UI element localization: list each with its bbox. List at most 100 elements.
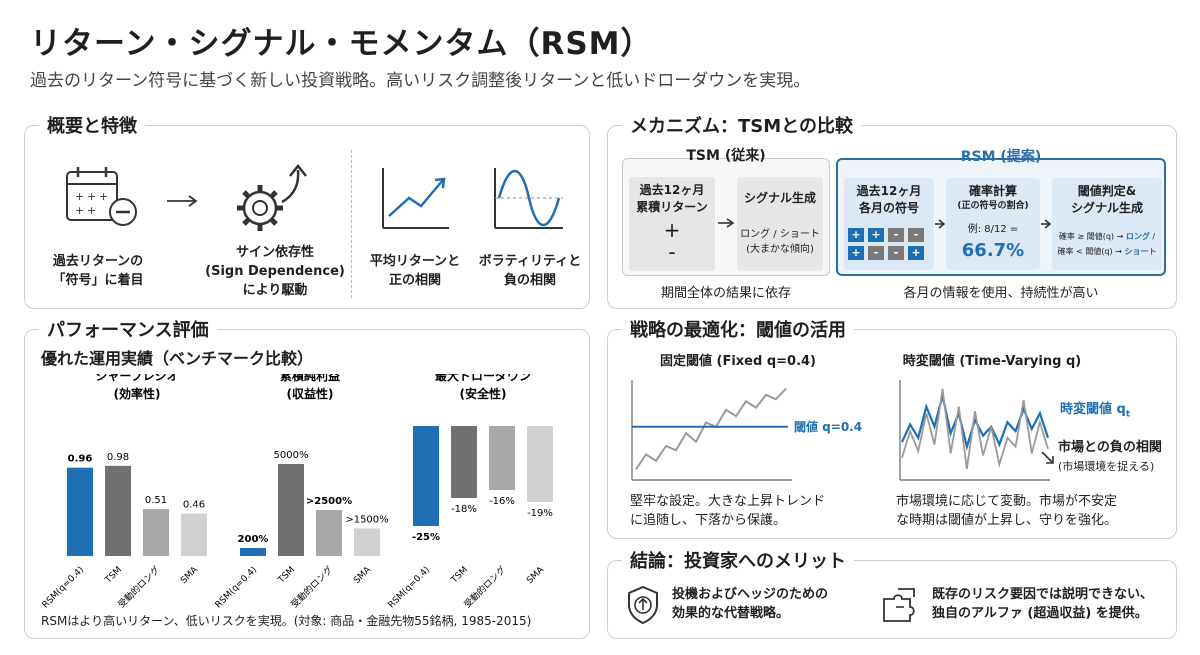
bar-chart-title: 累積純利益 [280, 374, 340, 383]
rsm-caption: 各月の情報を使用、持続性が高い [903, 286, 1099, 301]
puzzle-icon [883, 588, 915, 622]
wave-chart-icon [494, 168, 563, 229]
item4-line2: 負の相関 [503, 273, 556, 288]
rsm-signal-box: 閾値判定& シグナル生成 確率 ≥ 閾値(q) → ロング / 確率 < 閾値(… [1052, 178, 1162, 270]
bar [67, 467, 93, 556]
bar-category-label: TSM [103, 565, 124, 586]
rsm-rule1: 確率 ≥ 閾値(q) → ロング / [1052, 230, 1162, 244]
fixed-chart-title: 固定閾値 (Fixed q=0.4) [659, 354, 816, 369]
bar-value-label: 0.98 [107, 452, 129, 463]
performance-title: パフォーマンス評価 [39, 316, 217, 342]
bar [278, 464, 304, 556]
bar-value-label: -25% [412, 532, 440, 543]
tsm-caption: 期間全体の結果に依存 [660, 286, 791, 301]
bar-category-label: RSM(q=0.4) [214, 565, 259, 610]
bar-value-label: 5000% [274, 450, 309, 461]
svg-text:+: + [75, 204, 84, 217]
rsm-input-line2: 各月の符号 [858, 201, 919, 215]
tsm-box: TSM (従来) 過去12ヶ月 累積リターン + - シグナル生成 ロング / … [622, 148, 830, 276]
tsm-input-box: 過去12ヶ月 累積リターン + - [629, 177, 715, 271]
fixed-threshold-chart: 閾値 q=0.4 [631, 380, 862, 481]
sign-cell: - [868, 246, 884, 260]
tv-corr-line1: 市場との負の相関 [1058, 440, 1162, 455]
bar [143, 509, 169, 556]
tsm-signal-line1: ロング / ショート [740, 229, 820, 240]
bar [489, 426, 515, 490]
rsm-arrow2-icon [1041, 219, 1051, 229]
rsm-rule1-long: ロング [1125, 232, 1150, 241]
arrow-right-icon [167, 195, 198, 207]
bar-chart-title: 最大ドローダウン [435, 374, 531, 383]
overview-title: 概要と特徴 [39, 112, 145, 138]
rsm-rule1-suffix: / [1149, 232, 1156, 241]
bar [316, 510, 342, 556]
rsm-input-box: 過去12ヶ月 各月の符号 + + - - + - - + [844, 178, 934, 270]
sign-grid: + + - - + - - + [848, 228, 932, 262]
tsm-signal-box: シグナル生成 ロング / ショート (大まかな傾向) [737, 177, 823, 271]
threshold-label: 閾値 q=0.4 [794, 419, 862, 434]
conclusion-item1-line2: 効果的な代替戦略。 [672, 606, 790, 621]
rsm-input-line1: 過去12ヶ月 [856, 184, 922, 198]
bar-value-label: 200% [238, 534, 269, 545]
bar-chart-subtitle: (安全性) [460, 386, 507, 401]
bar-category-label: SMA [352, 564, 374, 586]
tv-series-label-text: 時変閾値 q [1060, 402, 1126, 417]
step2-line3: により駆動 [242, 283, 308, 298]
bar [413, 426, 439, 526]
performance-charts: シャープレシオ(効率性)0.96RSM(q=0.4)0.98TSM0.51受動的… [41, 374, 553, 610]
svg-text:+: + [99, 190, 108, 203]
tsm-minus: - [668, 240, 676, 264]
bar-category-label: SMA [525, 564, 547, 586]
rsm-rule2: 確率 < 閾値(q) → ショート [1052, 245, 1162, 259]
rsm-signal-line2: シグナル生成 [1070, 201, 1143, 215]
conclusion-item1-line1: 投機およびヘッジのための [672, 587, 829, 602]
tsm-input-line1: 過去12ヶ月 [639, 183, 705, 197]
rsm-signal-line1: 閾値判定& [1077, 184, 1137, 198]
time-varying-threshold-chart [899, 380, 1050, 481]
bar [105, 465, 131, 556]
bar-chart-title: シャープレシオ [95, 374, 178, 383]
threshold-series-line [900, 395, 1050, 451]
page-subtitle: 過去のリターン符号に基づく新しい投資戦略。高いリスク調整後リターンと低いドローダ… [30, 71, 811, 91]
tv-caption-line1: 市場環境に応じて変動。市場が不安定 [896, 494, 1118, 509]
conclusion-panel: 結論：投資家へのメリット 投機およびヘッジのための 効果的な代替戦略。 既存のリ… [607, 547, 1177, 639]
item4-line1: ボラティリティと [478, 254, 582, 269]
tv-caption-line2: な時期は閾値が上昇し、守りを強化。 [896, 513, 1118, 528]
bar-value-label: -18% [451, 504, 477, 515]
page-title: リターン・シグナル・モメンタム（RSM） [30, 26, 653, 62]
rising-line-chart-icon [382, 168, 449, 229]
conclusion-item2-line2: 独自のアルファ (超過収益) を提供。 [932, 606, 1148, 621]
svg-text:+: + [87, 190, 96, 203]
overview-panel: 概要と特徴 + + + + + 過去リターンの 「符号」に着目 [24, 112, 590, 309]
bar-category-label: SMA [179, 564, 201, 586]
bar-category-label: RSM(q=0.4) [387, 565, 432, 610]
bar-category-label: RSM(q=0.4) [41, 565, 86, 610]
tv-series-label-sub: t [1125, 409, 1131, 420]
fixed-caption-line1: 堅牢な設定。大きな上昇トレンド [630, 494, 826, 509]
step2-line2: (Sign Dependence) [205, 264, 345, 279]
tsm-arrow-icon [718, 218, 735, 228]
rsm-arrow1-icon [935, 219, 945, 229]
rsm-rule1-prefix: 確率 ≥ 閾値(q) → [1058, 232, 1126, 241]
conclusion-title: 結論：投資家へのメリット [622, 547, 854, 573]
bar [527, 426, 553, 502]
bar-value-label: 0.51 [145, 495, 167, 506]
sign-cell: - [908, 228, 924, 242]
performance-subtitle: 優れた運用実績（ベンチマーク比較） [41, 349, 314, 368]
rsm-prob-box: 確率計算 (正の符号の割合) 例: 8/12 = 66.7% [946, 178, 1040, 270]
price-line [635, 387, 787, 470]
bar [181, 513, 207, 556]
rsm-rule2-prefix: 確率 < 閾値(q) → [1057, 247, 1125, 256]
step2-line1: サイン依存性 [235, 245, 314, 260]
bar-category-label: TSM [276, 565, 297, 586]
bar [354, 528, 380, 556]
tv-chart-title: 時変閾値 (Time-Varying q) [902, 354, 1082, 369]
shield-icon [628, 585, 658, 625]
sign-cell: + [908, 246, 924, 260]
tsm-signal-title: シグナル生成 [743, 191, 816, 205]
item3-line2: 正の相関 [388, 273, 441, 288]
tv-corr-line2: (市場環境を捉える) [1058, 460, 1155, 473]
step1-line1: 過去リターンの [52, 254, 144, 269]
step1-line2: 「符号」に着目 [52, 273, 144, 288]
sign-cell: + [848, 228, 864, 242]
